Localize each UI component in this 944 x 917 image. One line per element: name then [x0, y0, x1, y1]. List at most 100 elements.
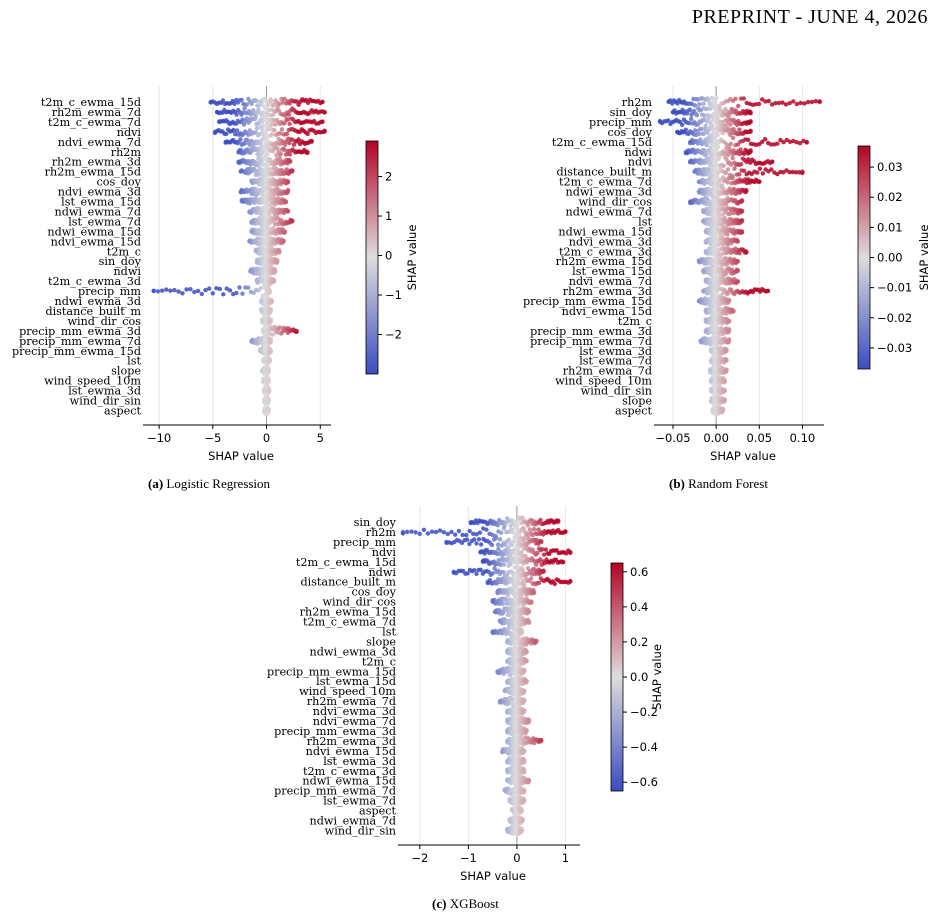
- shap-point: [305, 131, 310, 137]
- feature-row: precip_mm_ewma_15d: [12, 344, 273, 358]
- shap-point: [710, 408, 715, 413]
- shap-point: [251, 108, 256, 113]
- shap-point: [714, 96, 719, 101]
- shap-point: [499, 530, 504, 535]
- shap-point: [725, 232, 730, 237]
- shap-point: [724, 368, 729, 373]
- shap-point: [701, 288, 706, 294]
- shap-point: [267, 127, 272, 132]
- shap-point: [688, 159, 693, 164]
- shap-point: [735, 278, 740, 284]
- colorbar-tick-label: 0.00: [877, 251, 903, 265]
- shap-point: [271, 112, 276, 117]
- colorbar-tick-label: −0.03: [877, 341, 912, 355]
- shap-point: [221, 292, 226, 297]
- shap-point: [715, 174, 720, 180]
- shap-point: [269, 99, 274, 104]
- shap-point: [277, 249, 282, 254]
- shap-point: [433, 529, 439, 535]
- shap-point: [267, 388, 272, 393]
- shap-point: [441, 530, 446, 535]
- shap-point: [242, 106, 247, 111]
- shap-point: [273, 122, 278, 127]
- shap-point: [739, 209, 745, 214]
- shap-point: [288, 159, 293, 164]
- shap-point: [268, 348, 273, 353]
- feature-label: ndvi_ewma_7d: [58, 136, 141, 149]
- x-tick-label: −10: [147, 431, 171, 445]
- shap-point: [275, 259, 280, 264]
- shap-point: [726, 318, 732, 324]
- shap-point: [214, 109, 220, 115]
- shap-point: [223, 139, 228, 144]
- feature-row: rh2m_ewma_15d: [45, 165, 295, 179]
- colorbar-tick-label: −0.01: [877, 281, 912, 295]
- colorbar-tick-label: 0.02: [877, 190, 903, 204]
- colorbar-tick-label: 0.03: [877, 160, 903, 174]
- shap-point: [176, 289, 181, 294]
- shap-point: [241, 122, 247, 127]
- shap-point: [271, 278, 277, 284]
- shap-point: [791, 99, 796, 104]
- shap-point: [445, 531, 450, 537]
- shap-point: [208, 99, 213, 105]
- x-tick-label: 0.10: [790, 431, 816, 445]
- shap-point: [267, 120, 272, 125]
- shap-point: [708, 378, 714, 383]
- feature-label: aspect: [104, 404, 141, 417]
- shap-point: [258, 286, 263, 291]
- shap-point: [722, 398, 727, 403]
- shap-point: [708, 358, 714, 363]
- shap-point: [703, 318, 708, 324]
- shap-point: [274, 152, 279, 158]
- shap-point: [696, 259, 702, 264]
- colorbar-tick-label: 0: [385, 249, 392, 263]
- shap-point: [474, 541, 479, 546]
- shap-point: [266, 408, 271, 413]
- shap-point: [285, 179, 291, 184]
- shap-point: [726, 338, 732, 343]
- shap-point: [246, 285, 251, 290]
- shap-point: [464, 532, 469, 538]
- shap-point: [467, 528, 472, 534]
- shap-point: [701, 209, 706, 214]
- shap-point: [730, 155, 735, 161]
- shap-point: [322, 109, 327, 115]
- shap-point: [212, 129, 218, 134]
- shap-point: [287, 121, 292, 127]
- page-header: PREPRINT - JUNE 4, 2026: [691, 6, 928, 28]
- shap-point: [262, 398, 267, 403]
- shap-point: [708, 398, 714, 403]
- shap-point: [738, 162, 744, 167]
- shap-point: [413, 530, 418, 535]
- shap-point: [279, 96, 284, 102]
- shap-point: [741, 96, 746, 101]
- shap-point: [261, 378, 266, 383]
- feature-row: ndvi_ewma_7d: [58, 134, 314, 149]
- shap-point: [737, 127, 742, 132]
- feature-row: t2m_c_ewma_15d: [552, 135, 809, 149]
- shap-point: [256, 107, 261, 112]
- feature-row: wind_dir_sin: [70, 393, 271, 408]
- shap-point: [195, 288, 201, 294]
- feature-row: rh2m: [366, 525, 568, 539]
- feature-row: ndvi: [117, 125, 327, 139]
- shap-point: [715, 145, 721, 150]
- feature-label: t2m_c_ewma_7d: [48, 116, 141, 129]
- shap-point: [715, 132, 721, 138]
- shap-point: [703, 229, 708, 234]
- shap-point: [260, 318, 265, 324]
- feature-row: precip_mm: [333, 535, 544, 549]
- shap-point: [724, 358, 729, 363]
- shap-point: [748, 119, 753, 125]
- shap-point: [155, 289, 161, 294]
- feature-row: rh2m: [111, 145, 310, 159]
- shap-point: [272, 268, 278, 274]
- shap-point: [696, 189, 702, 194]
- shap-point: [468, 519, 473, 525]
- shap-point: [268, 338, 273, 343]
- shap-point: [234, 128, 240, 133]
- shap-point: [244, 116, 250, 121]
